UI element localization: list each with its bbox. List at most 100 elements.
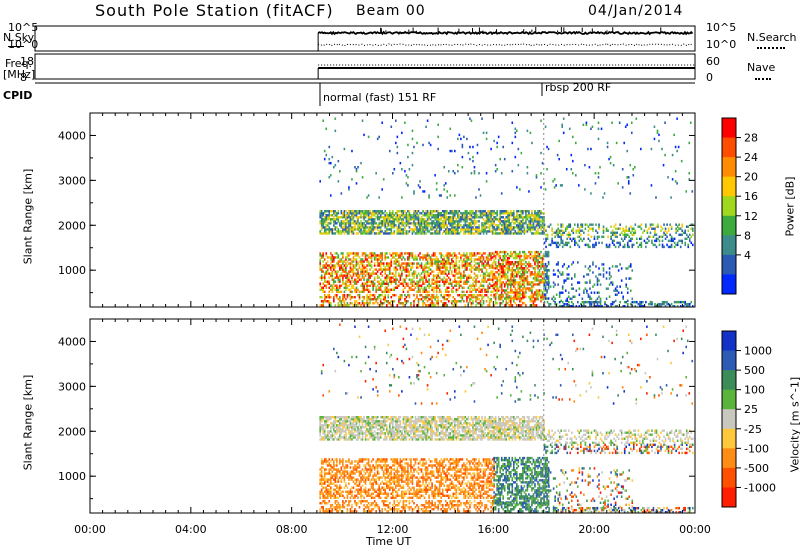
- range-cell: [435, 284, 438, 287]
- range-cell: [437, 214, 439, 217]
- range-cell: [372, 282, 374, 285]
- range-cell: [413, 216, 415, 219]
- range-cell: [508, 295, 511, 299]
- range-cell: [333, 260, 335, 263]
- range-cell: [416, 290, 418, 294]
- range-cell: [525, 254, 527, 258]
- range-cell: [432, 304, 435, 307]
- range-cell: [469, 157, 471, 161]
- range-cell: [500, 232, 503, 235]
- range-cell: [478, 216, 480, 219]
- range-cell: [345, 416, 347, 419]
- range-cell: [417, 272, 420, 275]
- range-cell: [345, 276, 347, 279]
- range-cell: [325, 300, 328, 303]
- range-cell: [328, 280, 331, 283]
- range-cell: [475, 228, 477, 231]
- range-cell: [387, 214, 390, 217]
- range-cell: [460, 300, 462, 303]
- range-cell: [328, 228, 331, 231]
- range-cell: [435, 226, 438, 229]
- range-cell: [437, 210, 439, 213]
- range-cell: [422, 228, 424, 231]
- range-cell: [438, 268, 441, 271]
- range-cell: [467, 226, 470, 229]
- range-cell: [349, 420, 352, 423]
- range-cell: [358, 264, 361, 267]
- range-cell: [405, 174, 408, 177]
- range-cell: [348, 432, 350, 435]
- range-cell: [388, 149, 391, 153]
- range-cell: [516, 289, 518, 292]
- range-cell: [511, 298, 514, 301]
- range-cell: [345, 422, 347, 425]
- range-cell: [395, 270, 397, 273]
- range-cell: [461, 266, 464, 269]
- range-cell: [373, 214, 376, 217]
- range-cell: [540, 256, 542, 260]
- range-cell: [475, 278, 477, 281]
- range-cell: [390, 232, 393, 235]
- range-cell: [416, 280, 418, 283]
- range-cell: [431, 288, 433, 292]
- range-cell: [494, 289, 497, 292]
- range-cell: [352, 228, 355, 231]
- range-cell: [399, 274, 402, 277]
- range-cell: [343, 436, 346, 439]
- range-cell: [425, 264, 427, 267]
- range-cell: [511, 289, 514, 292]
- range-cell: [333, 438, 335, 441]
- range-cell: [598, 300, 600, 304]
- range-cell: [398, 230, 400, 233]
- range-cell: [444, 214, 447, 217]
- range-cell: [395, 282, 397, 285]
- range-cell: [342, 282, 344, 285]
- range-cell: [342, 212, 344, 215]
- range-cell: [585, 123, 588, 126]
- range-cell: [519, 271, 521, 274]
- range-cell: [592, 243, 594, 247]
- range-cell: [490, 216, 492, 219]
- range-cell: [443, 282, 446, 285]
- range-cell: [339, 286, 341, 289]
- range-cell: [590, 297, 593, 300]
- range-cell: [457, 137, 459, 141]
- range-cell: [478, 232, 480, 235]
- range-cell: [455, 282, 458, 285]
- range-cell: [440, 272, 442, 275]
- range-cell: [478, 280, 480, 283]
- range-cell: [352, 284, 355, 287]
- range-cell: [384, 270, 387, 273]
- range-cell: [512, 250, 515, 254]
- range-cell: [329, 434, 332, 437]
- range-cell: [373, 258, 376, 261]
- range-cell: [437, 135, 439, 139]
- range-cell: [595, 300, 597, 304]
- range-cell: [385, 300, 388, 303]
- range-cell: [690, 300, 693, 304]
- range-cell: [669, 233, 671, 236]
- range-cell: [452, 228, 455, 231]
- range-cell: [396, 216, 399, 219]
- range-cell: [455, 218, 458, 221]
- range-cell: [611, 302, 614, 306]
- range-cell: [625, 267, 628, 270]
- range-cell: [488, 298, 491, 301]
- range-cell: [423, 224, 426, 227]
- range-cell: [531, 298, 533, 301]
- range-cell: [348, 224, 350, 227]
- range-cell: [611, 229, 614, 232]
- range-cell: [545, 267, 547, 270]
- range-cell: [499, 304, 501, 307]
- range-cell: [443, 218, 446, 221]
- range-cell: [561, 184, 563, 187]
- range-cell: [496, 281, 498, 284]
- range-cell: [333, 212, 335, 215]
- range-cell: [401, 295, 403, 299]
- range-cell: [455, 268, 458, 271]
- range-cell: [357, 254, 359, 257]
- range-cell: [496, 214, 498, 217]
- range-cell: [516, 186, 518, 189]
- range-cell: [534, 260, 536, 264]
- range-cell: [346, 274, 349, 277]
